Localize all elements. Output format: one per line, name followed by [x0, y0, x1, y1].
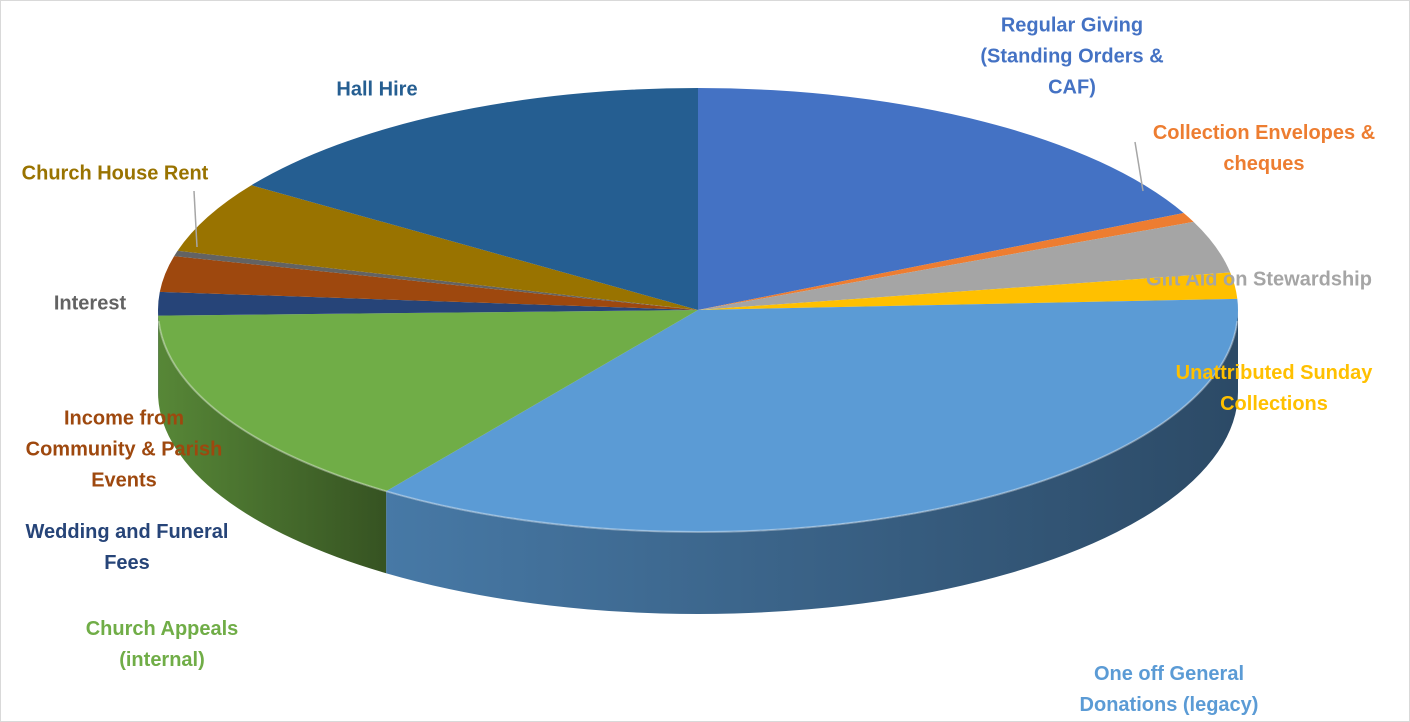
data-label-wedding-and-funeral-fees: Wedding and Funeral Fees	[26, 517, 229, 579]
data-label-line: Fees	[26, 548, 229, 579]
data-label-hall-hire: Hall Hire	[336, 75, 417, 106]
data-label-line: Church Appeals	[86, 614, 239, 645]
data-label-line: Donations (legacy)	[1080, 690, 1259, 721]
data-label-line: Community & Parish	[26, 435, 223, 466]
data-label-church-house-rent: Church House Rent	[22, 159, 209, 190]
data-label-line: Interest	[54, 289, 126, 320]
data-label-church-appeals-internal: Church Appeals (internal)	[86, 614, 239, 676]
data-label-income-from-community-parish-events: Income from Community & Parish Events	[26, 404, 223, 497]
data-label-interest: Interest	[54, 289, 126, 320]
data-label-line: CAF)	[980, 73, 1163, 104]
data-label-line: One off General	[1080, 659, 1259, 690]
data-label-line: Wedding and Funeral	[26, 517, 229, 548]
data-label-line: Church House Rent	[22, 159, 209, 190]
data-label-line: cheques	[1153, 149, 1375, 180]
data-label-line: Unattributed Sunday	[1176, 358, 1373, 389]
data-label-line: Events	[26, 466, 223, 497]
data-label-line: Collection Envelopes &	[1153, 118, 1375, 149]
data-label-one-off-general-donations-legacy: One off General Donations (legacy)	[1080, 659, 1259, 721]
data-label-collection-envelopes-cheques: Collection Envelopes & cheques	[1153, 118, 1375, 180]
data-label-unattributed-sunday-collections: Unattributed Sunday Collections	[1176, 358, 1373, 420]
data-label-regular-giving-standing-orders-caf: Regular Giving (Standing Orders & CAF)	[980, 11, 1163, 104]
data-label-line: Collections	[1176, 389, 1373, 420]
data-label-line: (internal)	[86, 645, 239, 676]
data-label-line: Hall Hire	[336, 75, 417, 106]
data-label-gift-aid-on-stewardship: Gift Aid on Stewardship	[1146, 265, 1372, 296]
data-label-line: Regular Giving	[980, 11, 1163, 42]
data-label-line: (Standing Orders &	[980, 42, 1163, 73]
data-label-line: Income from	[26, 404, 223, 435]
data-label-line: Gift Aid on Stewardship	[1146, 265, 1372, 296]
